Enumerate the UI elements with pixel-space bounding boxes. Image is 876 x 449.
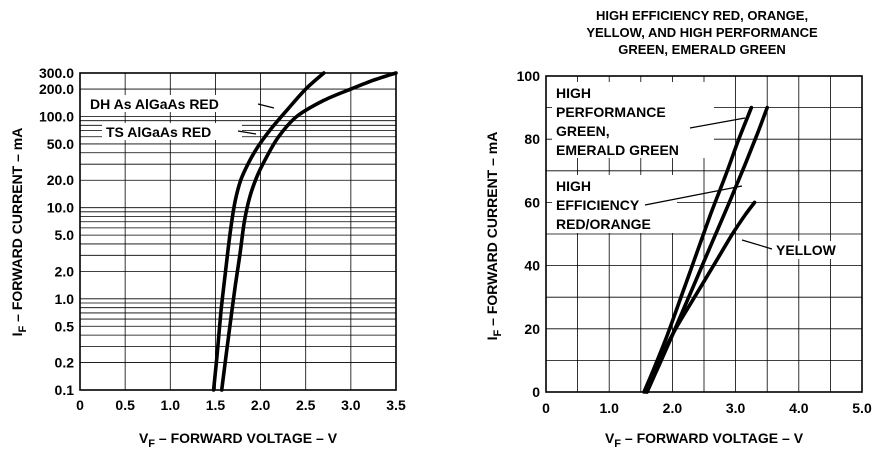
right-plot-frame xyxy=(545,75,863,393)
right-chart-title-line-3: GREEN, EMERALD GREEN xyxy=(618,42,786,57)
right-series-label-red: HIGH EFFICIENCY RED/ORANGE xyxy=(552,175,743,233)
right-y-tick-label: 60 xyxy=(524,194,540,210)
left-x-axis-title: VF – FORWARD VOLTAGE – V xyxy=(139,430,338,449)
right-series-label-yellow-text: YELLOW xyxy=(776,242,837,258)
left-series-label-ts-text: TS AlGaAs RED xyxy=(106,124,211,140)
right-x-tick-label: 5.0 xyxy=(852,400,872,416)
left-grid xyxy=(80,73,396,390)
left-x-tick-label: 0.5 xyxy=(115,397,135,413)
right-series-label-red-line-1: HIGH xyxy=(556,178,591,194)
right-series-label-green-line-1: HIGH xyxy=(556,85,591,101)
left-chart: 0 0.5 1.0 1.5 2.0 2.5 3.0 3.5 0.1 0.2 0.5 1.0 2.0 5.… xyxy=(9,65,406,449)
left-x-axis-title-sub: F xyxy=(148,438,155,449)
right-y-axis-title: IF – FORWARD CURRENT – mA xyxy=(484,132,504,341)
right-y-tick-labels: 0 20 40 60 80 100 xyxy=(517,68,541,400)
left-x-tick-label: 0 xyxy=(76,397,84,413)
right-chart-title-line-2: YELLOW, AND HIGH PERFORMANCE xyxy=(586,25,818,40)
left-x-tick-label: 2.0 xyxy=(251,397,271,413)
left-y-tick-label: 0.1 xyxy=(55,382,75,398)
left-x-axis-title-rest: – FORWARD VOLTAGE – V xyxy=(155,430,338,446)
left-x-tick-label: 1.0 xyxy=(161,397,181,413)
right-series-label-red-line-2: EFFICIENCY xyxy=(556,197,640,213)
left-series-label-dh-leader xyxy=(257,103,275,109)
right-y-tick-label: 20 xyxy=(524,321,540,337)
right-series-label-red-bg xyxy=(552,175,677,233)
right-series-label-green-leader xyxy=(689,117,746,129)
left-y-tick-labels: 0.1 0.2 0.5 1.0 2.0 5.0 10.0 20.0 50.0 100.0 200.0… xyxy=(39,65,74,398)
left-y-tick-label: 50.0 xyxy=(47,136,74,152)
left-series-label-ts-leader xyxy=(237,130,257,135)
right-y-axis-title-rest: – FORWARD CURRENT – mA xyxy=(484,132,500,330)
right-x-axis-title-sub: F xyxy=(614,438,621,449)
left-y-tick-label: 0.2 xyxy=(55,355,75,371)
right-series-label-yellow-leader xyxy=(741,239,773,250)
right-y-tick-label: 40 xyxy=(524,258,540,274)
right-y-tick-label: 100 xyxy=(517,68,541,84)
left-series-label-dh-bg xyxy=(87,95,257,112)
left-x-tick-label: 3.0 xyxy=(341,397,361,413)
left-y-axis-title-sub: F xyxy=(17,325,29,332)
right-curves xyxy=(642,105,769,394)
right-series-label-green-line-4: EMERALD GREEN xyxy=(556,142,679,158)
left-series-label-ts: TS AlGaAs RED xyxy=(102,123,257,140)
left-x-tick-label: 1.5 xyxy=(206,397,226,413)
right-series-label-red-line-3: RED/ORANGE xyxy=(556,216,651,232)
left-y-tick-label: 200.0 xyxy=(39,81,74,97)
left-series-label-dh: DH As AlGaAs RED xyxy=(87,95,275,112)
left-y-tick-label: 1.0 xyxy=(55,291,75,307)
right-x-tick-label: 1.0 xyxy=(599,400,619,416)
left-x-tick-label: 3.5 xyxy=(386,397,406,413)
right-series-label-green-line-3: GREEN, xyxy=(556,123,610,139)
right-series-label-red-leader xyxy=(644,185,743,206)
right-x-tick-label: 2.0 xyxy=(663,400,683,416)
right-series-label-yellow: YELLOW xyxy=(741,239,855,259)
right-series-label-yellow-bg xyxy=(773,241,855,259)
left-y-axis-title-main: I xyxy=(9,332,25,336)
left-x-tick-label: 2.5 xyxy=(296,397,316,413)
right-x-axis-title: VF – FORWARD VOLTAGE – V xyxy=(605,430,804,449)
right-x-tick-label: 0 xyxy=(542,400,550,416)
right-series-line-green-emerald-green xyxy=(642,105,754,394)
left-plot-frame xyxy=(79,72,397,391)
left-y-tick-label: 0.5 xyxy=(55,318,75,334)
right-y-axis-title-sub: F xyxy=(492,329,504,336)
right-series-label-green-line-2: PERFORMANCE xyxy=(556,104,666,120)
left-curves xyxy=(211,71,398,392)
right-x-tick-label: 3.0 xyxy=(726,400,746,416)
left-y-axis-title-rest: – FORWARD CURRENT – mA xyxy=(9,128,25,326)
right-series-label-green: HIGH PERFORMANCE GREEN, EMERALD GREEN xyxy=(552,82,746,158)
right-series-label-green-bg xyxy=(552,82,714,158)
right-x-axis-title-main: V xyxy=(605,430,615,446)
right-y-axis-title-main: I xyxy=(484,336,500,340)
right-y-tick-label: 80 xyxy=(524,131,540,147)
right-chart-title-line-1: HIGH EFFICIENCY RED, ORANGE, xyxy=(596,8,808,23)
left-y-axis-title: IF – FORWARD CURRENT – mA xyxy=(9,128,29,337)
left-y-tick-label: 300.0 xyxy=(39,65,74,81)
left-y-tick-label: 5.0 xyxy=(55,227,75,243)
left-y-tick-label: 2.0 xyxy=(55,263,75,279)
left-y-tick-label: 10.0 xyxy=(47,200,74,216)
right-series-line-yellow xyxy=(644,200,757,394)
left-y-tick-label: 20.0 xyxy=(47,172,74,188)
left-y-tick-label: 100.0 xyxy=(39,108,74,124)
left-x-tick-labels: 0 0.5 1.0 1.5 2.0 2.5 3.0 3.5 xyxy=(76,397,406,413)
right-y-tick-label: 0 xyxy=(532,384,540,400)
right-x-tick-label: 4.0 xyxy=(789,400,809,416)
right-chart: HIGH EFFICIENCY RED, ORANGE, YELLOW, AND… xyxy=(484,8,872,449)
left-x-axis-title-main: V xyxy=(139,430,149,446)
right-x-axis-title-rest: – FORWARD VOLTAGE – V xyxy=(621,430,804,446)
left-series-line-dh-as-algaas-red xyxy=(211,71,326,392)
right-x-tick-labels: 0 1.0 2.0 3.0 4.0 5.0 xyxy=(542,400,872,416)
left-series-label-dh-text: DH As AlGaAs RED xyxy=(90,96,219,112)
left-series-line-ts-algaas-red xyxy=(219,71,398,392)
left-series-label-ts-bg xyxy=(102,123,242,140)
